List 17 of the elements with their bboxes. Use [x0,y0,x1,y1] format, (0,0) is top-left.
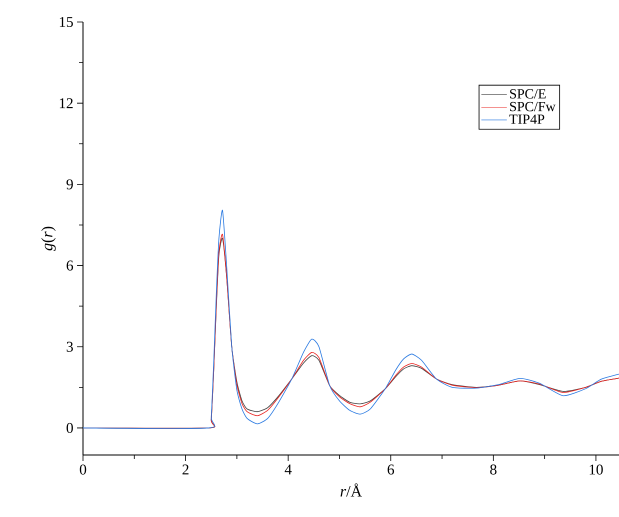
legend-label: TIP4P [509,114,544,124]
x-tick-label: 6 [388,464,394,475]
y-tick-label: 6 [66,260,74,271]
y-tick-label: 15 [60,16,73,27]
legend-label: SPC/E [510,89,546,99]
y-axis-title: g(r) [41,226,56,251]
y-tick-label: 3 [66,342,73,352]
legend-label: SPC/Fw [510,102,556,112]
x-tick-label: 10 [590,464,603,475]
x-tick-label: 8 [490,464,497,475]
x-axis-title: r/Å [340,483,362,497]
x-tick-label: 4 [284,464,292,474]
y-tick-label: 12 [60,98,73,108]
x-tick-label: 2 [182,464,188,474]
x-tick-label: 0 [80,464,86,475]
y-tick-label: 9 [66,179,73,190]
y-tick-label: 0 [66,422,73,433]
